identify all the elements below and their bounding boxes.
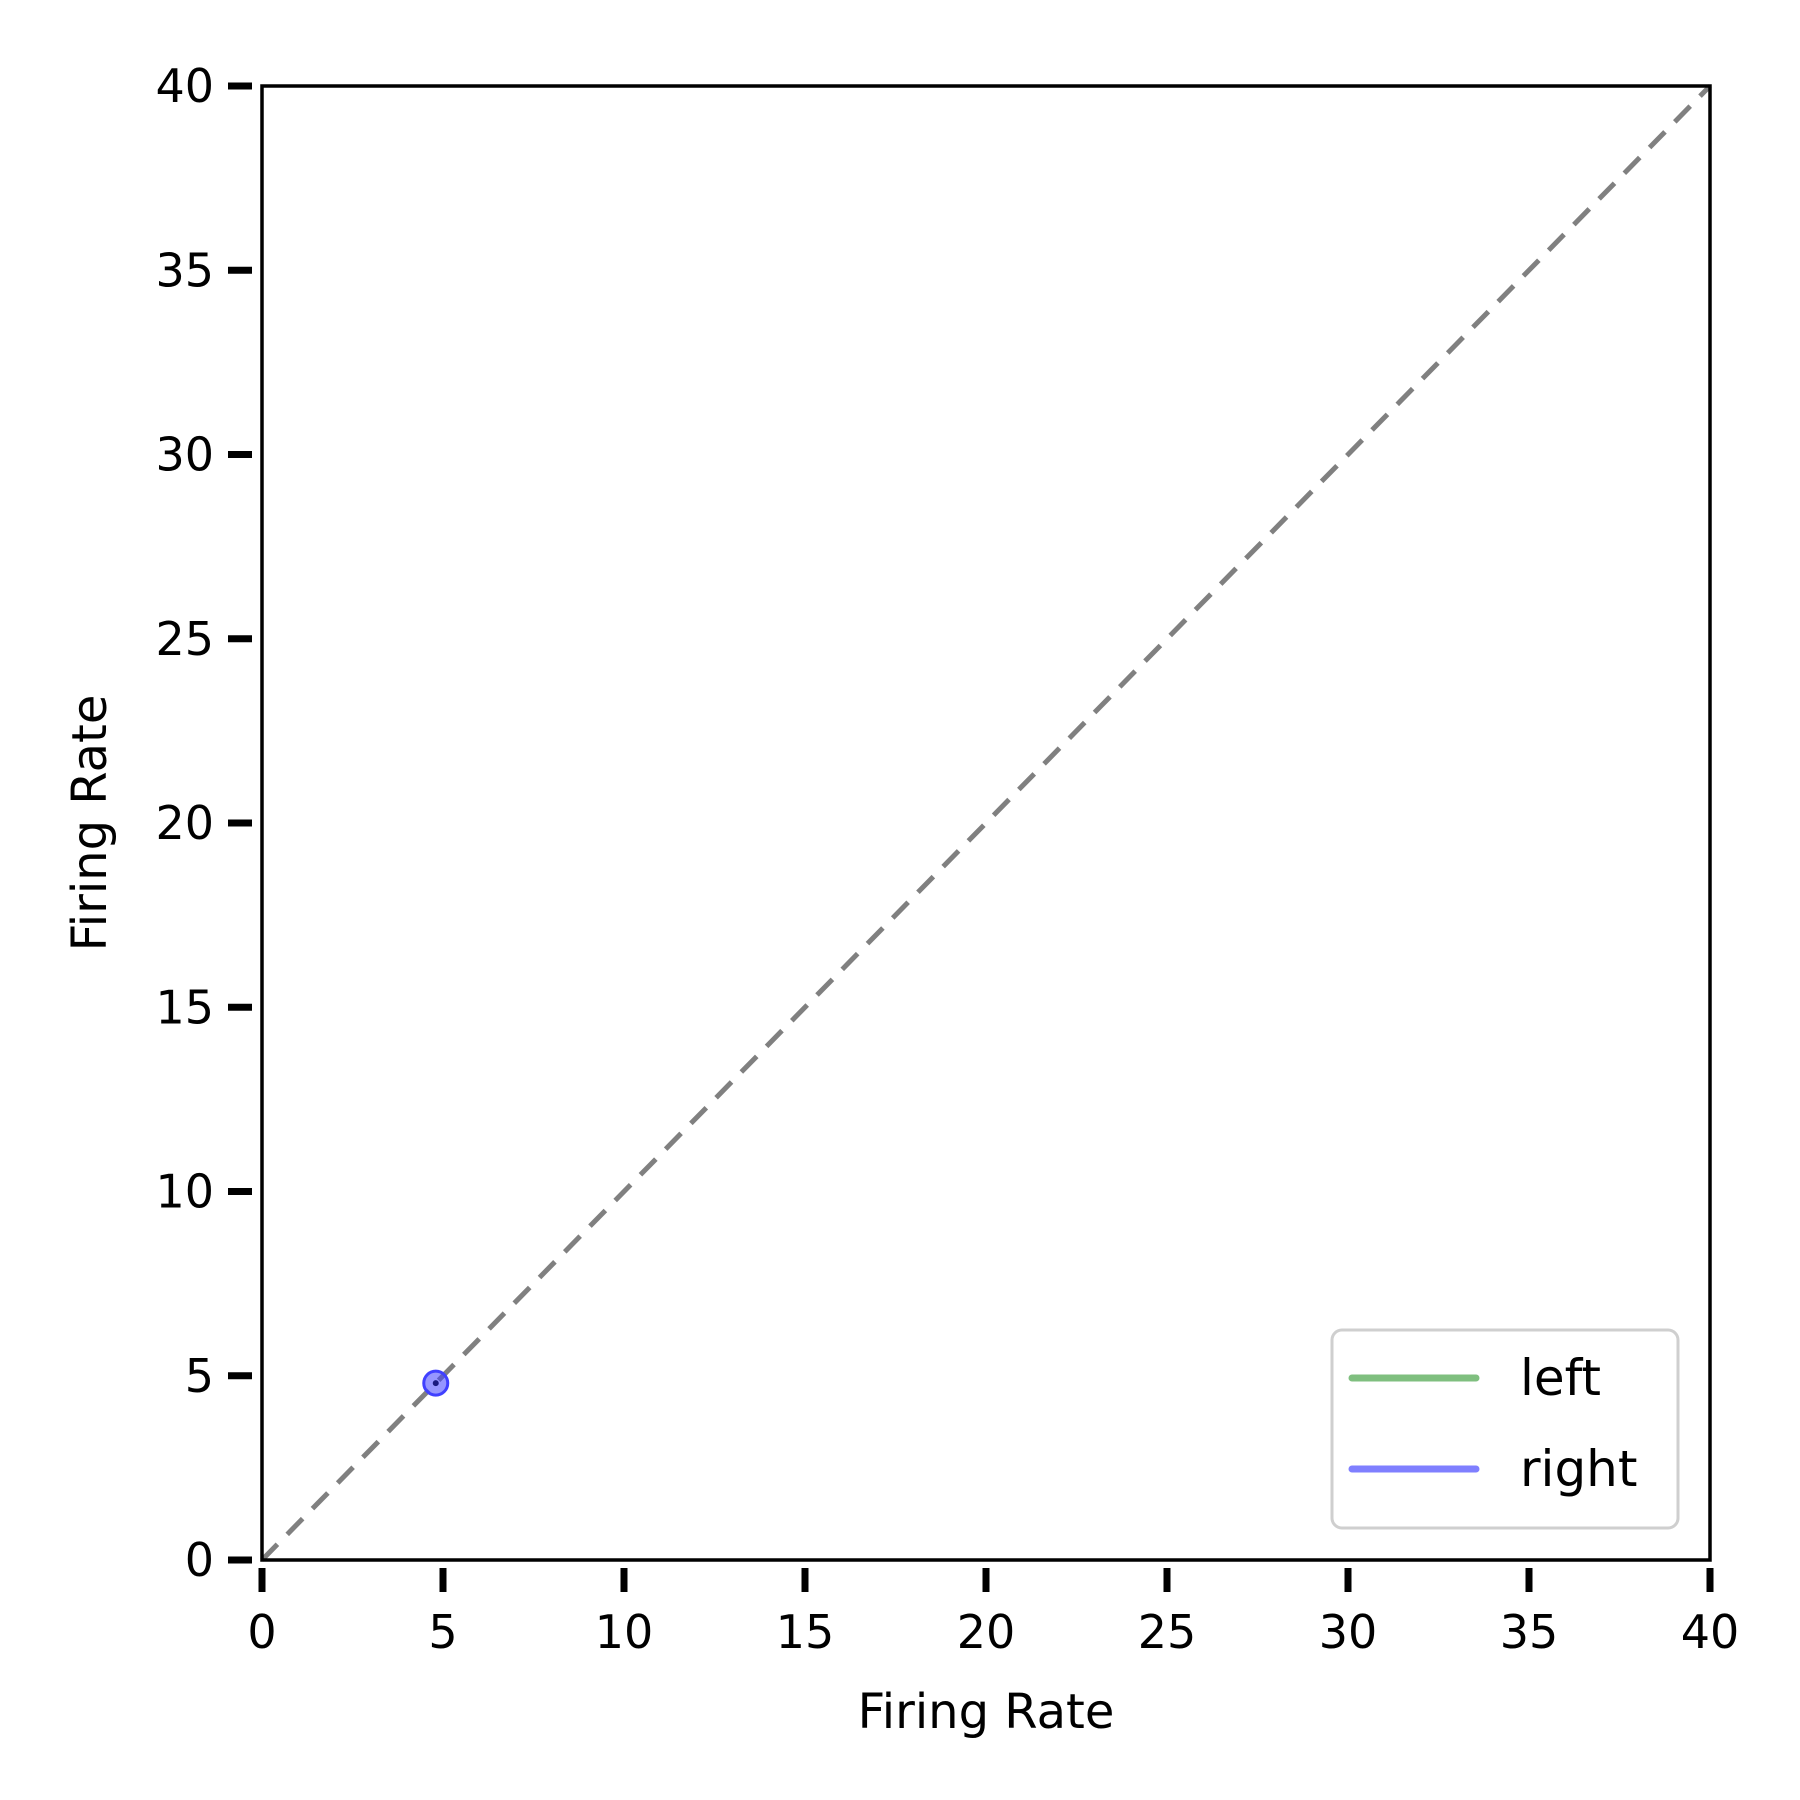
plot-frame xyxy=(260,84,1712,1562)
x-tick-label-30: 30 xyxy=(1319,1605,1378,1659)
y-tick-label-5: 5 xyxy=(185,1349,214,1403)
y-tick-label-25: 25 xyxy=(155,612,214,666)
legend-label-right: right xyxy=(1520,1440,1637,1498)
scatter-point-center-0-0 xyxy=(432,1380,439,1387)
scatter-points xyxy=(422,1369,450,1397)
x-tick-label-5: 5 xyxy=(428,1605,457,1659)
x-tick-label-15: 15 xyxy=(776,1605,835,1659)
diagonal-reference-line xyxy=(260,84,1712,1562)
x-axis-label: Firing Rate xyxy=(858,1684,1115,1740)
x-tick-label-0: 0 xyxy=(247,1605,276,1659)
y-tick-label-20: 20 xyxy=(155,796,214,850)
y-tick-label-15: 15 xyxy=(155,980,214,1034)
x-tick-label-20: 20 xyxy=(957,1605,1016,1659)
x-axis-ticks: 0 5 10 15 20 25 30 35 40 xyxy=(247,1568,1739,1659)
legend-box xyxy=(1330,1328,1680,1530)
y-axis-ticks: 0 5 10 15 20 25 30 35 40 xyxy=(155,59,252,1587)
x-tick-label-25: 25 xyxy=(1138,1605,1197,1659)
x-tick-label-35: 35 xyxy=(1500,1605,1559,1659)
legend-label-left: left xyxy=(1520,1349,1601,1407)
x-tick-label-10: 10 xyxy=(595,1605,654,1659)
y-tick-label-30: 30 xyxy=(155,428,214,482)
y-tick-label-35: 35 xyxy=(155,243,214,297)
y-axis-label: Firing Rate xyxy=(62,695,118,952)
x-tick-label-40: 40 xyxy=(1681,1605,1740,1659)
y-tick-label-10: 10 xyxy=(155,1165,214,1219)
y-tick-label-40: 40 xyxy=(155,59,214,113)
legend: left right xyxy=(1330,1328,1680,1530)
y-tick-label-0: 0 xyxy=(185,1533,214,1587)
